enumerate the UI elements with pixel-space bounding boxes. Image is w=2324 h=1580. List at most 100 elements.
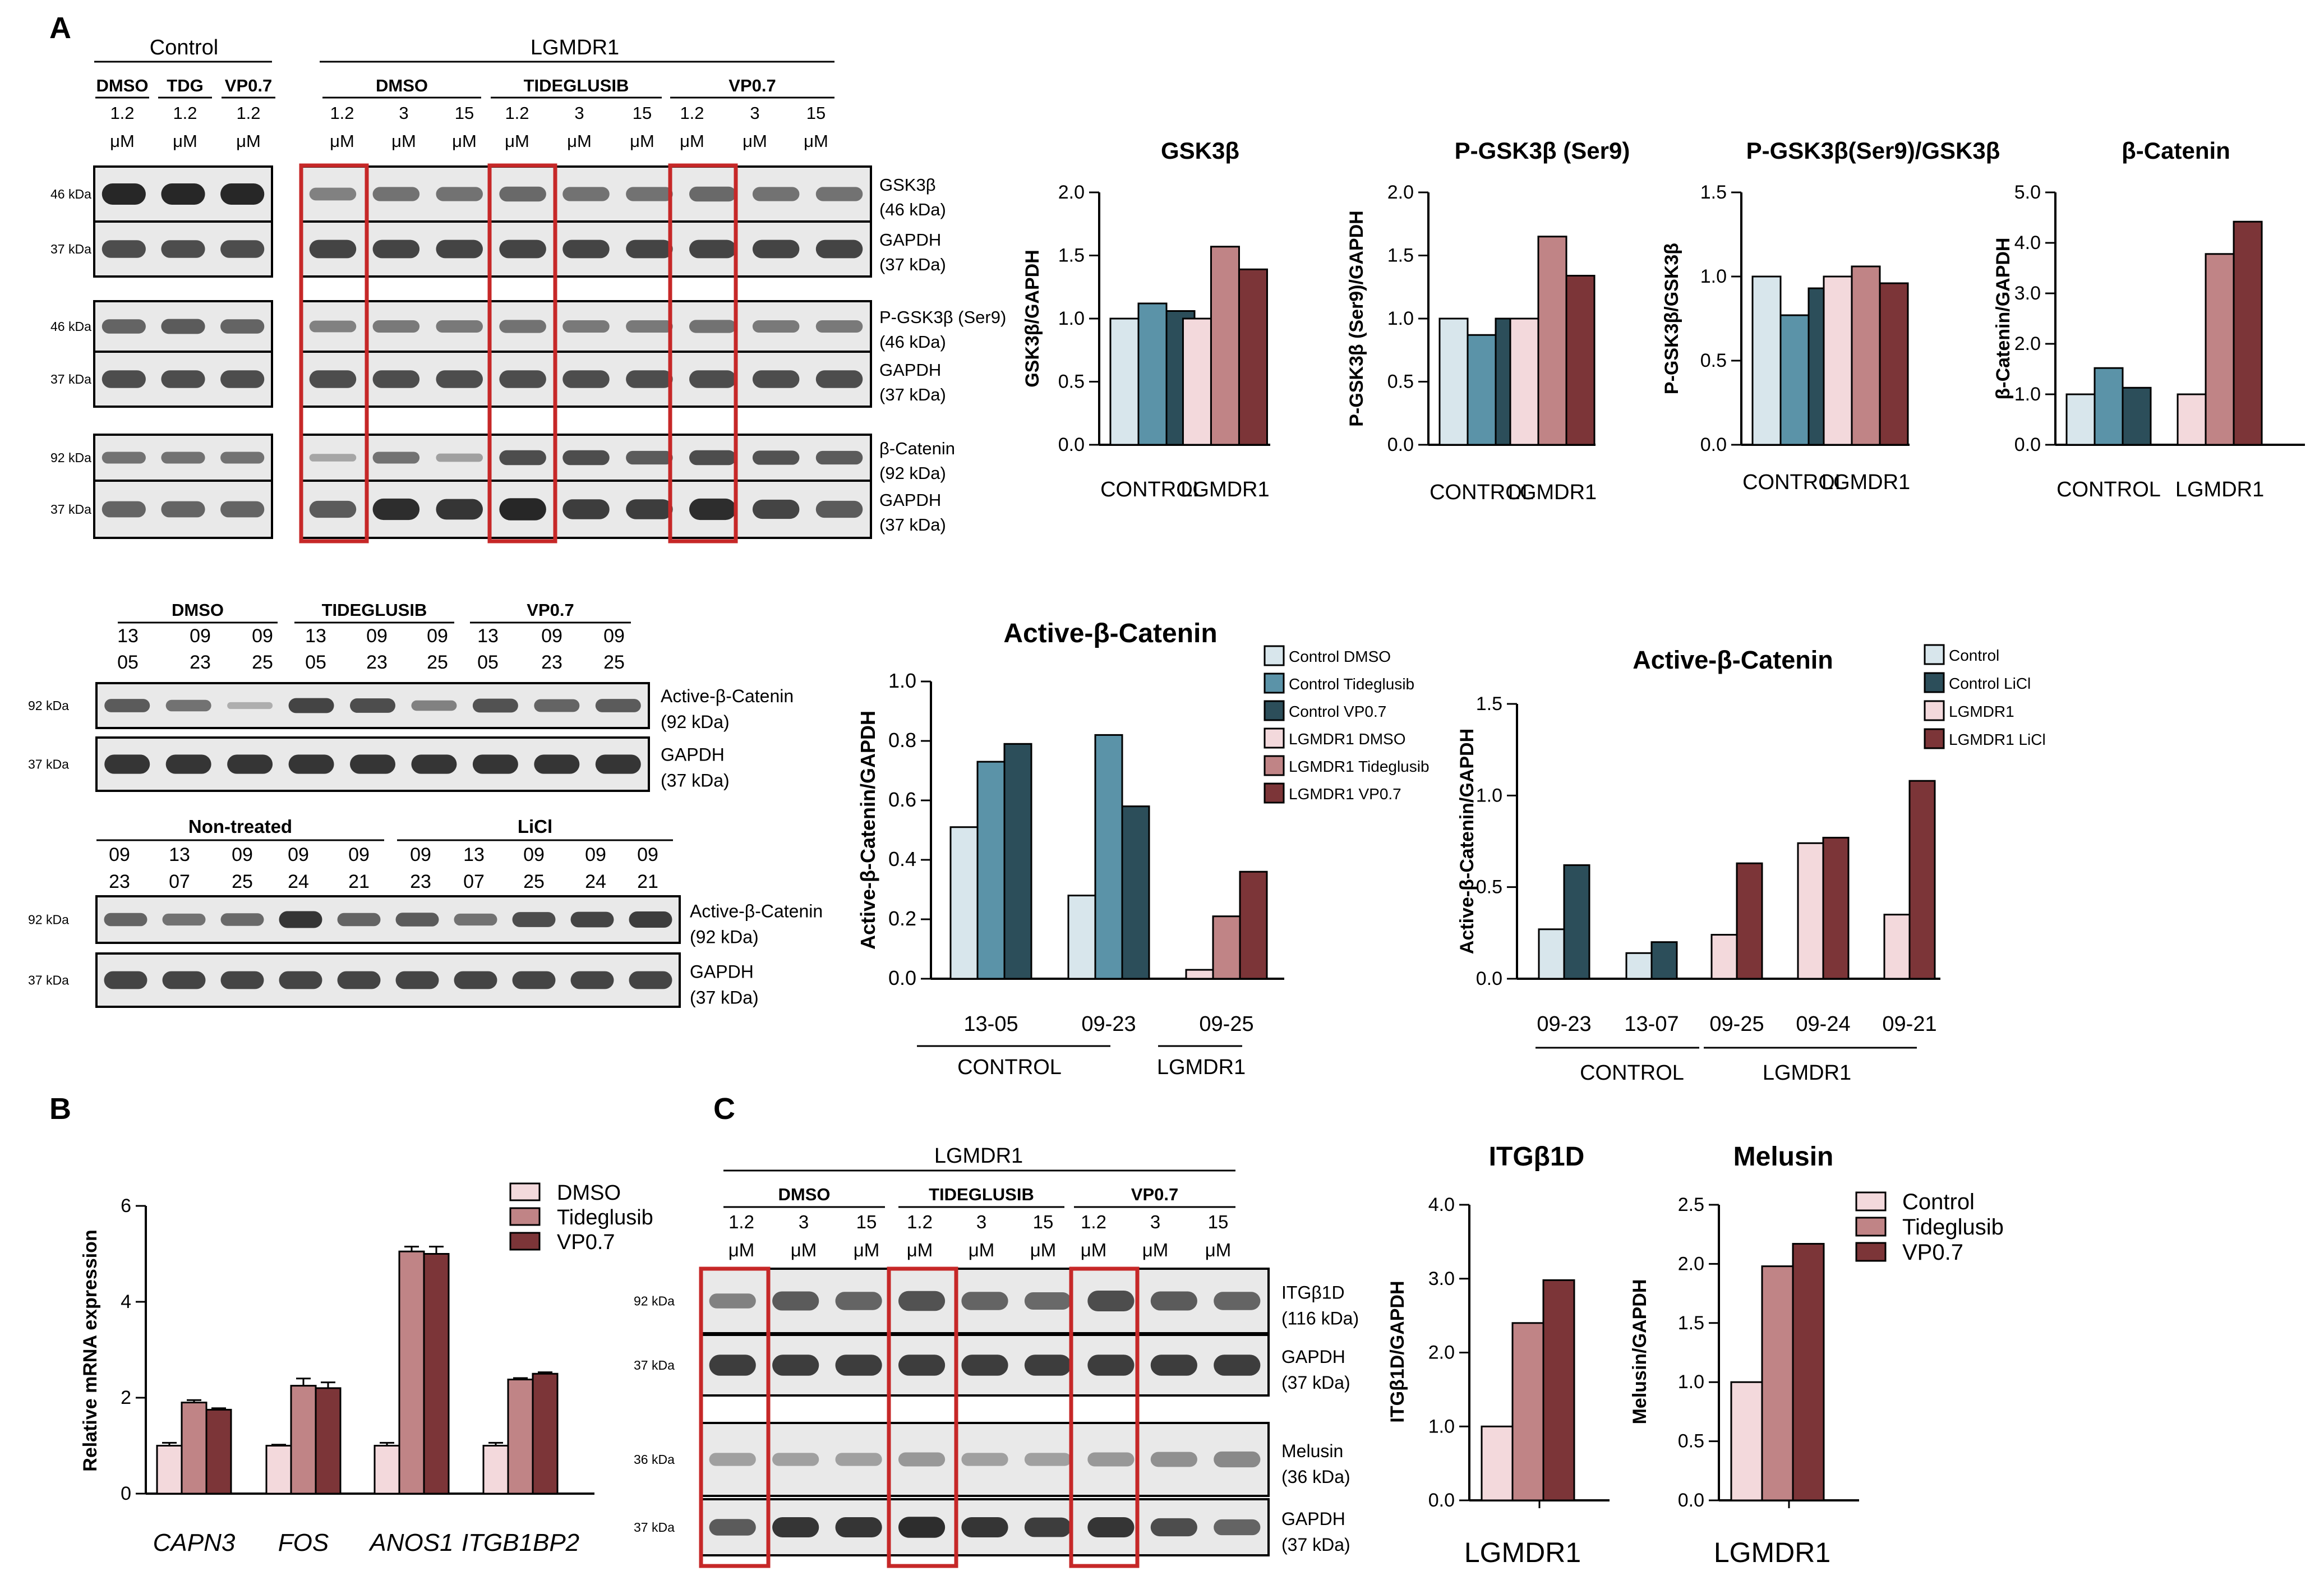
band [104, 754, 150, 774]
y-tick-label: 0.5 [1476, 877, 1502, 898]
conc-value: 15 [1208, 1212, 1229, 1232]
band [436, 239, 483, 259]
bar-dmso [265, 1445, 292, 1495]
band [309, 187, 357, 201]
chart-title: ITGβ1D [1489, 1142, 1585, 1172]
band [161, 501, 205, 518]
bar-dmso [156, 1445, 183, 1495]
protein-name: GSK3β [879, 175, 936, 195]
blot-lgmd-title: LGMDR1 [531, 36, 619, 59]
band [629, 911, 672, 928]
lane-id: 25 [603, 652, 625, 673]
band [350, 698, 395, 713]
conc-value: 1.2 [1081, 1212, 1106, 1232]
bar-dmso [1823, 275, 1853, 446]
band [309, 454, 357, 462]
band [1150, 1452, 1197, 1467]
band [534, 699, 580, 712]
chart-mrna: 0 2 4 6 Relative mRNA expression CAPN3 FOS ANOS… [80, 1181, 653, 1556]
band [961, 1292, 1008, 1310]
y-tick-label: 1.0 [1387, 308, 1414, 329]
y-tick-label: 0.5 [1058, 371, 1085, 393]
y-tick-label: 2.0 [1058, 182, 1085, 203]
mw-marker: 92 kDa [28, 698, 69, 713]
band [350, 754, 395, 774]
legend-label: Control [1949, 647, 1999, 664]
band [162, 913, 206, 926]
band [1087, 1452, 1135, 1467]
lane-id: 09 [410, 844, 431, 865]
band [815, 370, 863, 388]
band [104, 699, 150, 712]
bar [1212, 915, 1241, 980]
legend-swatch [1264, 672, 1285, 694]
protein-name: Melusin [1281, 1441, 1343, 1461]
legend-swatch [1924, 672, 1945, 693]
band [562, 239, 610, 259]
bar [1736, 862, 1763, 980]
legend-label: Control LiCl [1949, 675, 2031, 692]
chart-title: Active-β-Catenin [1003, 619, 1217, 648]
protein-kda: (37 kDa) [879, 255, 946, 274]
conc-unit: μM [1030, 1240, 1057, 1260]
band [815, 239, 863, 259]
bar-tideglusib [2094, 367, 2124, 446]
conc-value: 15 [856, 1212, 877, 1232]
band [102, 501, 146, 518]
chart-active1: 0.0 0.2 0.4 0.6 0.8 1.0 Active-β-Catenin/GAPDH… [856, 619, 1430, 1079]
lane-id: 07 [463, 871, 485, 892]
legend-label: Control Tideglusib [1289, 675, 1414, 693]
band [411, 700, 457, 711]
band [220, 240, 265, 258]
conc-unit: μM [1142, 1240, 1169, 1260]
chart-gsk3b: 0.0 0.5 1.0 1.5 2.0 GSK3β/GAPDH GSK3β CONTROLLG… [1022, 137, 1270, 501]
band [1150, 1355, 1197, 1376]
conc-value: 1.2 [110, 103, 134, 123]
y-tick-label: 1.0 [1678, 1371, 1704, 1393]
band [898, 1291, 946, 1311]
bar-tideglusib [398, 1250, 425, 1495]
protein-name: β-Catenin [879, 439, 955, 458]
conc-value: 1.2 [330, 103, 354, 123]
control-group-label: VP0.7 [225, 76, 272, 95]
lane-id: 24 [585, 871, 606, 892]
bar-dmso [1182, 317, 1212, 446]
band [689, 320, 736, 333]
y-tick-label: 1.0 [2014, 384, 2041, 405]
y-tick-label: 6 [121, 1195, 131, 1217]
lane-id: 13 [305, 625, 326, 647]
lane-id: 09 [427, 625, 448, 647]
y-tick-label: 4.0 [1428, 1194, 1455, 1215]
conc-unit: μM [505, 131, 529, 151]
y-tick-label: 0 [121, 1483, 131, 1504]
bar-vp0.7 [315, 1387, 342, 1495]
protein-name: GAPDH [661, 745, 725, 765]
legend-swatch [1264, 700, 1285, 721]
conc-unit: μM [728, 1240, 755, 1260]
bar-tideglusib [1137, 302, 1168, 446]
lgmd-group-label: DMSO [376, 76, 428, 95]
band [1214, 1519, 1261, 1536]
blot-title: LGMDR1 [934, 1144, 1023, 1168]
band [689, 498, 736, 520]
band [689, 450, 736, 466]
conc-unit: μM [452, 131, 477, 151]
blot-row [700, 1422, 1270, 1497]
bar-tideglusib [290, 1385, 317, 1495]
lane-id: 09 [366, 625, 388, 647]
bar-vp0.7 [1792, 1243, 1825, 1501]
bar-dmso [482, 1445, 509, 1495]
y-tick-label: 0.2 [888, 907, 916, 930]
chart-title: P-GSK3β(Ser9)/GSK3β [1746, 137, 2000, 164]
band [454, 971, 497, 989]
highlight-box [1069, 1266, 1140, 1568]
bar [1650, 941, 1678, 980]
chart-melusin: 0.0 0.5 1.0 1.5 2.0 2.5 Melusin/GAPDH Melusin LG… [1629, 1142, 2004, 1568]
band [626, 370, 673, 388]
group-label: CONTROL [1580, 1061, 1684, 1085]
y-axis-label: Relative mRNA expression [80, 1229, 101, 1471]
band [220, 183, 265, 205]
band [337, 971, 381, 989]
lane-id: 09 [190, 625, 211, 647]
lane-id: 05 [117, 652, 139, 673]
